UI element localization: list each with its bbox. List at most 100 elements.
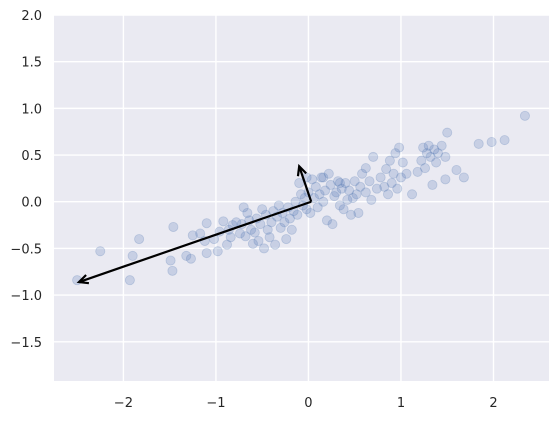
y-tick-label: −0.5 — [10, 242, 42, 257]
scatter-point — [225, 232, 236, 243]
scatter-point — [381, 164, 392, 175]
scatter-point — [167, 265, 178, 276]
scatter-point — [318, 172, 329, 183]
scatter-point — [519, 110, 530, 121]
scatter-point — [429, 144, 440, 155]
scatter-point — [240, 231, 251, 242]
scatter-point — [412, 166, 423, 177]
scatter-point — [392, 183, 403, 194]
scatter-point — [242, 207, 253, 218]
scatter-point — [323, 168, 334, 179]
scatter-point — [394, 142, 405, 153]
scatter-point — [353, 207, 364, 218]
scatter-point — [355, 181, 366, 192]
scatter-point — [357, 168, 368, 179]
scatter-point — [331, 187, 342, 198]
scatter-point — [307, 174, 318, 185]
scatter-point — [195, 228, 206, 239]
scatter-point — [371, 183, 382, 194]
scatter-point — [262, 224, 273, 235]
scatter-point — [395, 172, 406, 183]
plot-background — [54, 15, 549, 381]
arrow-shaft — [298, 165, 313, 203]
scatter-point — [379, 181, 390, 192]
scatter-point — [397, 157, 408, 168]
scatter-point — [247, 238, 258, 249]
scatter-point — [238, 202, 249, 213]
scatter-point — [421, 148, 432, 159]
scatter-point — [266, 217, 277, 228]
scatter-point — [181, 250, 192, 261]
scatter-point — [334, 178, 345, 189]
x-tick-label: 2 — [489, 396, 497, 411]
scatter-point — [286, 224, 297, 235]
scatter-point — [499, 135, 510, 146]
scatter-point — [368, 151, 379, 162]
scatter-point — [416, 155, 427, 166]
scatter-point — [310, 181, 321, 192]
scatter-point — [201, 248, 212, 259]
scatter-point — [427, 179, 438, 190]
scatter-point — [351, 189, 362, 200]
principal-vector-arrow — [76, 200, 312, 285]
scatter-point — [165, 255, 176, 266]
scatter-point — [390, 148, 401, 159]
scatter-point — [384, 155, 395, 166]
scatter-point — [273, 200, 284, 211]
scatter-point — [344, 185, 355, 196]
scatter-point — [292, 209, 303, 220]
scatter-point — [342, 194, 353, 205]
y-tick-label: 2.0 — [21, 9, 42, 24]
x-tick-label: −2 — [114, 396, 133, 411]
scatter-point — [185, 253, 196, 264]
x-tick-label: 1 — [397, 396, 405, 411]
scatter-point — [320, 185, 331, 196]
scatter-point — [316, 172, 327, 183]
y-tick-label: 1.5 — [21, 56, 42, 71]
scatter-point — [383, 189, 394, 200]
scatter-point — [218, 216, 229, 227]
scatter-point — [234, 228, 245, 239]
scatter-point — [388, 168, 399, 179]
scatter-point — [168, 221, 179, 232]
scatter-point — [436, 140, 447, 151]
scatter-point — [201, 218, 212, 229]
scatter-point — [458, 172, 469, 183]
x-tick-labels: −2 −1 0 1 2 — [114, 396, 498, 411]
scatter-point — [296, 189, 307, 200]
arrow-head — [76, 274, 90, 285]
scatter-point — [279, 217, 290, 228]
scatter-point — [321, 215, 332, 226]
scatter-point — [418, 142, 429, 153]
scatter-point — [264, 232, 275, 243]
scatter-point — [401, 168, 412, 179]
scatter-point — [347, 192, 358, 203]
scatter-point — [486, 136, 497, 147]
grid-lines — [54, 14, 549, 381]
scatter-point — [473, 138, 484, 149]
scatter-point — [440, 174, 451, 185]
scatter-point — [284, 213, 295, 224]
y-tick-labels: 2.0 1.5 1.0 0.5 0.0 −0.5 −1.0 −1.5 — [10, 9, 42, 351]
scatter-point — [442, 127, 453, 138]
y-tick-label: 1.0 — [21, 102, 42, 117]
scatter-point — [301, 204, 312, 215]
scatter-point — [124, 275, 135, 286]
scatter-point — [334, 200, 345, 211]
scatter-point — [432, 148, 443, 159]
y-tick-label: −1.0 — [10, 289, 42, 304]
scatter-point — [281, 234, 292, 245]
arrow-shaft — [78, 200, 312, 284]
scatter-point — [329, 191, 340, 202]
scatter-point — [270, 239, 281, 250]
scatter-point — [325, 179, 336, 190]
scatter-point — [246, 224, 257, 235]
scatter-point — [314, 189, 325, 200]
scatter-point — [338, 204, 349, 215]
x-tick-label: 0 — [304, 396, 312, 411]
secondary-vector-arrow — [296, 163, 313, 203]
y-tick-label: 0.0 — [21, 196, 42, 211]
scatter-point — [364, 176, 375, 187]
y-tick-label: −1.5 — [10, 336, 42, 351]
